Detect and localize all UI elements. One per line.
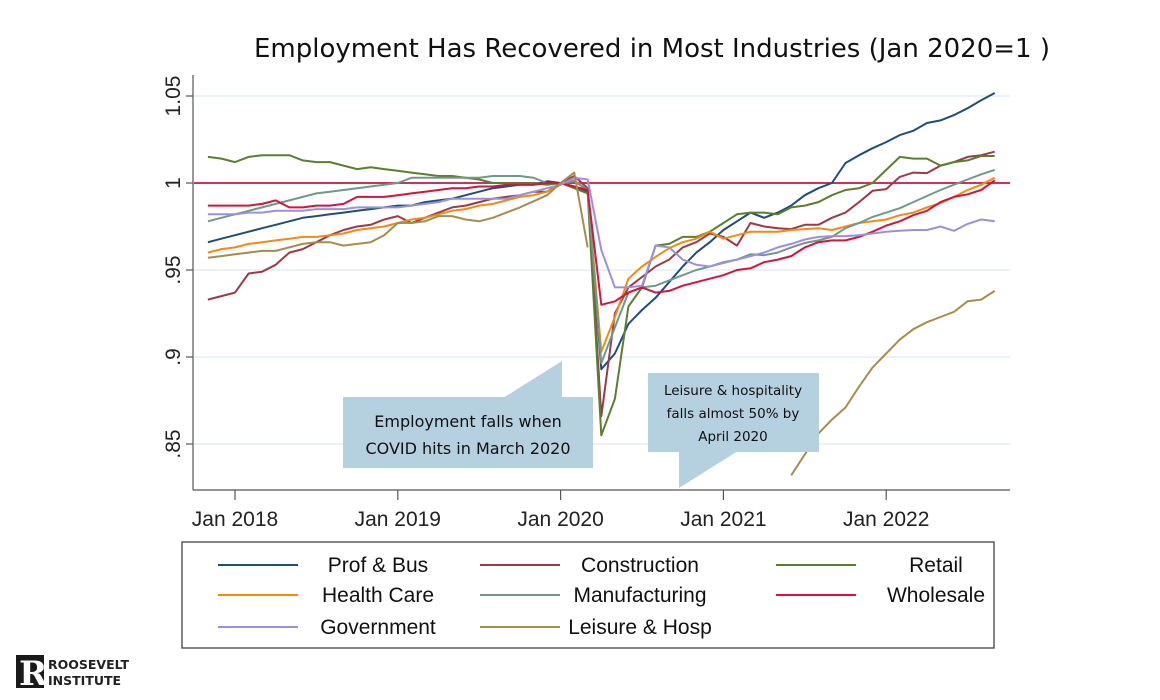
callout-box (648, 373, 819, 452)
y-tick-label: 1.05 (162, 76, 185, 117)
legend-label: Health Care (322, 584, 434, 607)
chart-title: Employment Has Recovered in Most Industr… (254, 34, 1050, 64)
logo-letter: R (19, 654, 48, 694)
annotation-covid: Employment falls when COVID hits in Marc… (343, 361, 593, 468)
legend-label: Prof & Bus (328, 554, 428, 577)
legend-item: Wholesale (776, 584, 985, 607)
legend: Prof & Bus Construction Retail Health Care M… (181, 541, 995, 649)
legend-item: Leisure & Hosp (480, 616, 712, 639)
callout-line: Leisure & hospitality (664, 383, 802, 399)
x-tick-label: Jan 2018 (192, 508, 278, 531)
annotation-leisure: Leisure & hospitality falls almost 50% b… (648, 373, 819, 488)
legend-label: Government (320, 616, 436, 639)
callout-line: falls almost 50% by (667, 406, 800, 422)
series-line-manufacturing (207, 168, 996, 365)
series-line-leisure-hosp (207, 171, 996, 476)
legend-label: Construction (581, 554, 699, 577)
callout-pointer (679, 451, 738, 488)
x-tick-label: Jan 2022 (843, 508, 929, 531)
legend-item: Construction (480, 554, 699, 577)
legend-label: Manufacturing (573, 584, 706, 607)
y-tick-label: 1 (162, 177, 185, 189)
x-tick-label: Jan 2019 (355, 508, 441, 531)
legend-label: Wholesale (887, 584, 985, 607)
series-line-prof-bus (207, 92, 996, 371)
series-line-retail (207, 154, 995, 437)
x-tick-label: Jan 2020 (517, 508, 603, 531)
y-tick-label: .9 (162, 348, 185, 366)
y-ticks: .85 .9 .95 1 1.05 (162, 76, 193, 459)
gridlines (194, 95, 1010, 445)
logo-text: ROOSEVELT (48, 657, 130, 672)
roosevelt-institute-logo: R ROOSEVELT INSTITUTE (16, 654, 130, 694)
axes (192, 75, 1010, 491)
series-line-health-care (207, 176, 996, 353)
callout-box (343, 397, 593, 468)
series-lines (207, 92, 996, 476)
logo-text: INSTITUTE (48, 673, 121, 688)
legend-item: Prof & Bus (218, 554, 428, 577)
legend-label: Leisure & Hosp (568, 616, 712, 639)
logo-mark (16, 655, 44, 688)
callout-line: April 2020 (698, 429, 768, 445)
x-ticks: Jan 2018 Jan 2019 Jan 2020 Jan 2021 Jan 2022 (192, 490, 929, 531)
series-line-construction (207, 150, 995, 418)
legend-label: Retail (909, 554, 963, 577)
legend-box (181, 541, 995, 649)
series-line-government (207, 176, 995, 289)
callout-pointer (503, 361, 562, 398)
legend-item: Government (218, 616, 436, 639)
y-tick-label: .85 (162, 429, 185, 458)
callout-line: Employment falls when (374, 412, 561, 431)
legend-item: Retail (776, 554, 963, 577)
legend-item: Manufacturing (480, 584, 707, 607)
y-tick-label: .95 (162, 255, 185, 284)
x-tick-label: Jan 2021 (680, 508, 766, 531)
legend-item: Health Care (218, 584, 434, 607)
callout-line: COVID hits in March 2020 (365, 439, 570, 458)
